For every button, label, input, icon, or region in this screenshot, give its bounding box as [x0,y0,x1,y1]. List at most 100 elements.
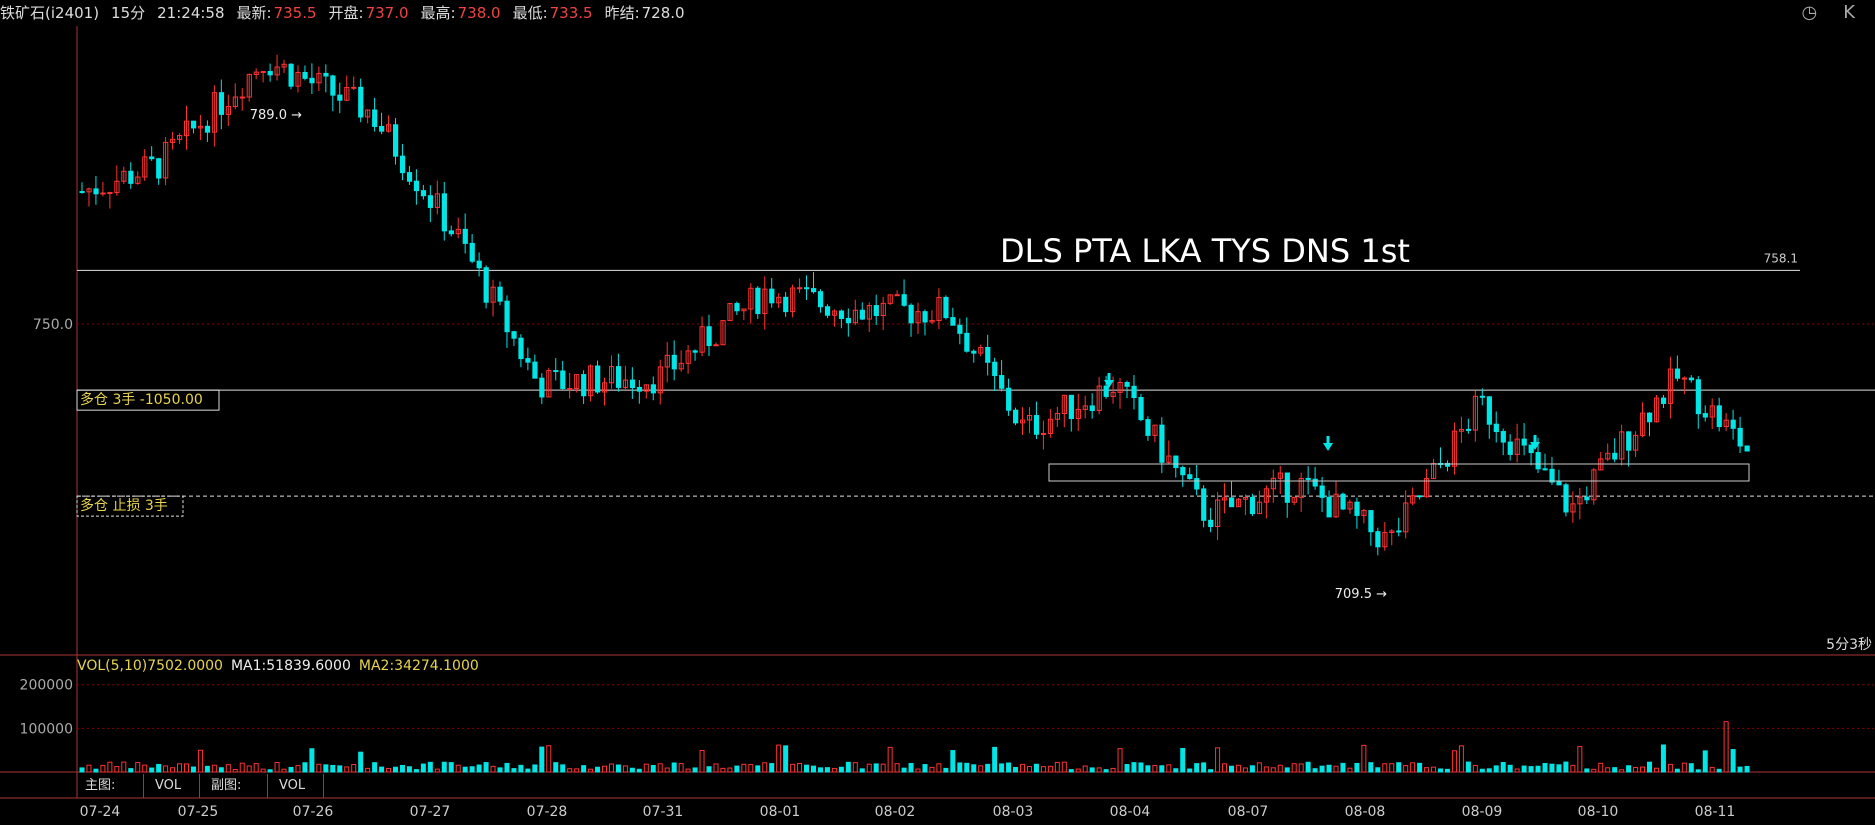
volume-bar [128,768,134,773]
candle-body [316,72,322,84]
volume-bar [1375,767,1381,773]
candle-body [1201,488,1207,521]
candle-body [1263,488,1270,503]
clock-icon[interactable]: ◷ [1801,2,1818,23]
candle-body [1674,368,1681,379]
down-arrow-marker [1323,436,1333,451]
candle-body [1716,405,1722,428]
candle-body [929,320,935,323]
candle-body [455,228,461,235]
volume-bar [1319,765,1325,773]
volume-legend-main: VOL(5,10)7502.0000 [77,658,223,674]
position-label-box [76,389,220,411]
candle-body [1563,484,1569,513]
candle-body [1270,477,1277,490]
volume-bar [964,762,970,773]
candle-body [811,288,817,293]
volume-bar [399,764,405,773]
volume-bar [859,768,865,773]
candle-body [211,92,218,133]
volume-bar [393,766,398,773]
open-value: 737.0 [365,4,409,22]
candle-body [1159,424,1165,463]
candle-body [128,170,134,184]
candle-body [1131,385,1137,398]
volume-bar [957,762,963,773]
volume-bar [1716,768,1722,773]
candle-body [309,77,315,84]
candle-body [260,70,266,73]
candle-body [1556,481,1562,486]
candle-body [330,75,336,96]
volume-bar [1563,761,1569,773]
volume-bar [1444,768,1450,773]
high-label: 最高: [420,4,456,22]
volume-legend-ma2: MA2:34274.1000 [358,658,479,674]
period-label[interactable]: 15分 [111,4,146,22]
volume-bar [1542,763,1548,773]
volume-bar [811,765,816,773]
volume-bar [783,745,789,773]
candle-body [1075,408,1081,420]
volume-bar [420,763,426,773]
volume-bar [1681,762,1687,773]
date-tick: 08-07 [1228,804,1269,820]
volume-bar [1229,765,1234,773]
candle-body [1082,405,1088,410]
candle-body [1660,397,1667,404]
candle-body [427,195,434,208]
candle-body [650,384,656,394]
volume-bar [797,762,803,773]
volume-bar [1667,763,1673,773]
k-icon[interactable]: K [1843,2,1855,23]
volume-bar [1103,769,1109,773]
volume-bar [156,763,162,773]
candle-body [288,63,294,87]
candle-body [1047,418,1054,435]
volume-bar [197,749,203,773]
candle-body [1444,462,1451,467]
volume-bar [504,762,510,773]
candle-body [1584,496,1590,501]
candle-body [239,96,245,99]
candle-body [497,286,503,302]
volume-bar [838,766,844,773]
volume-bar [1013,766,1019,773]
candle-body [1354,501,1360,516]
volume-bar [706,766,712,773]
date-tick: 08-03 [993,804,1034,820]
volume-bar [1723,721,1729,773]
volume-bar [1486,768,1492,773]
candle-body [1612,452,1618,460]
candle-body [1242,496,1249,500]
candle-body [831,310,838,316]
volume-bar [1633,766,1639,773]
volume-bar [1417,762,1423,773]
low-label: 最低: [512,4,548,22]
candle-body [720,320,726,346]
candle-body [636,387,643,392]
volume-bar [1605,767,1611,773]
candle-body [936,296,942,322]
sub-chart-indicator-tab[interactable]: VOL [271,774,324,798]
candle-body [399,155,406,174]
candle-body [769,288,775,304]
volume-bar [1368,762,1374,773]
volume-bar [908,762,914,773]
volume-bar [929,766,935,773]
symbol-name[interactable]: 铁矿石(i2401) [0,4,100,22]
volume-bar [588,768,594,773]
main-chart-indicator-tab[interactable]: VOL [147,774,200,798]
volume-bar [602,765,607,773]
down-arrow-marker [1104,373,1114,388]
volume-bar [741,763,747,773]
volume-bar [1277,764,1283,773]
candle-body [762,288,768,315]
volume-bar [204,765,210,773]
volume-bar [163,765,169,773]
candle-body [1410,495,1416,504]
candle-body [713,344,719,347]
volume-bar [769,763,775,773]
candle-body [351,86,357,89]
